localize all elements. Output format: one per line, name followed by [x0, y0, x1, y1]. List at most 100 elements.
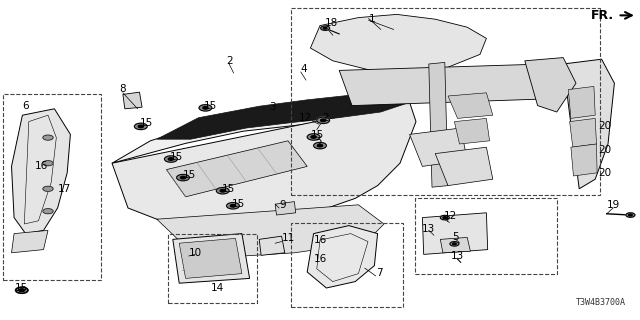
Circle shape	[230, 204, 236, 207]
Text: 13: 13	[422, 224, 435, 234]
Text: 3: 3	[269, 102, 275, 112]
Polygon shape	[571, 144, 597, 176]
Circle shape	[164, 156, 177, 162]
Text: T3W4B3700A: T3W4B3700A	[576, 298, 626, 307]
Text: 15: 15	[182, 170, 196, 180]
Polygon shape	[525, 58, 576, 112]
Circle shape	[168, 158, 173, 160]
Circle shape	[227, 203, 239, 209]
Polygon shape	[339, 64, 557, 106]
Text: 7: 7	[376, 268, 382, 278]
Circle shape	[317, 117, 330, 124]
Text: 19: 19	[607, 200, 620, 210]
Circle shape	[216, 188, 229, 194]
Circle shape	[43, 135, 53, 140]
Text: FR.: FR.	[591, 9, 614, 22]
Polygon shape	[410, 128, 467, 166]
Text: 8: 8	[120, 84, 126, 94]
Bar	[415, 198, 557, 274]
Circle shape	[43, 186, 53, 191]
Text: 6: 6	[22, 100, 29, 111]
Text: 16: 16	[35, 161, 48, 172]
Polygon shape	[568, 86, 595, 118]
Polygon shape	[123, 92, 142, 109]
Text: 12: 12	[444, 211, 458, 221]
Polygon shape	[275, 202, 296, 215]
Text: 1: 1	[369, 13, 375, 24]
Text: 20: 20	[598, 145, 611, 156]
Circle shape	[15, 287, 28, 293]
Circle shape	[134, 123, 147, 130]
Polygon shape	[12, 109, 70, 234]
Bar	[291, 223, 403, 307]
Text: 14: 14	[211, 283, 225, 293]
Circle shape	[311, 136, 316, 138]
Circle shape	[138, 125, 143, 128]
Text: 10: 10	[189, 248, 202, 258]
Polygon shape	[435, 147, 493, 186]
Circle shape	[450, 242, 459, 246]
Polygon shape	[179, 238, 242, 278]
Circle shape	[19, 289, 24, 292]
Text: 15: 15	[311, 130, 324, 140]
Text: 20: 20	[598, 168, 611, 178]
Text: 15: 15	[232, 198, 245, 209]
Text: 5: 5	[452, 232, 459, 242]
Bar	[168, 234, 257, 303]
Circle shape	[321, 26, 330, 30]
Polygon shape	[310, 14, 486, 74]
Circle shape	[177, 174, 189, 181]
Polygon shape	[448, 93, 493, 118]
Circle shape	[43, 161, 53, 166]
Circle shape	[307, 134, 320, 140]
Polygon shape	[157, 90, 419, 139]
Polygon shape	[563, 59, 614, 189]
Text: 16: 16	[314, 235, 326, 245]
Polygon shape	[429, 62, 448, 187]
Circle shape	[16, 287, 28, 293]
Polygon shape	[12, 230, 48, 253]
Circle shape	[19, 289, 24, 292]
Polygon shape	[307, 226, 378, 288]
Polygon shape	[112, 102, 416, 224]
Polygon shape	[440, 237, 470, 253]
Polygon shape	[112, 99, 410, 163]
Text: 18: 18	[325, 18, 339, 28]
Circle shape	[626, 213, 635, 217]
Circle shape	[203, 107, 208, 109]
Polygon shape	[166, 141, 307, 197]
Bar	[291, 8, 600, 195]
Circle shape	[321, 119, 326, 122]
Polygon shape	[173, 234, 250, 283]
Polygon shape	[570, 118, 596, 147]
Text: 9: 9	[279, 200, 285, 210]
Circle shape	[180, 176, 186, 179]
Text: 4: 4	[301, 64, 307, 74]
Text: 15: 15	[204, 100, 217, 111]
Text: 15: 15	[221, 184, 235, 194]
Circle shape	[43, 209, 53, 214]
Text: 11: 11	[282, 233, 295, 244]
Text: 13: 13	[451, 251, 463, 261]
Circle shape	[220, 189, 225, 192]
Text: 17: 17	[58, 184, 70, 194]
Circle shape	[314, 142, 326, 149]
Text: 15: 15	[170, 152, 183, 162]
Polygon shape	[157, 205, 384, 256]
Circle shape	[323, 27, 327, 29]
Text: 20: 20	[598, 121, 611, 132]
Text: 2: 2	[323, 113, 329, 124]
Circle shape	[317, 144, 323, 147]
Circle shape	[452, 243, 456, 245]
Polygon shape	[259, 236, 285, 255]
Circle shape	[443, 217, 447, 219]
Polygon shape	[422, 213, 488, 254]
Text: 15: 15	[140, 118, 153, 128]
Text: 16: 16	[314, 254, 326, 264]
Circle shape	[440, 215, 449, 220]
Circle shape	[199, 105, 212, 111]
Text: 12: 12	[299, 113, 312, 124]
Text: 2: 2	[226, 56, 232, 66]
Bar	[3, 94, 101, 280]
Text: 2: 2	[316, 139, 322, 149]
